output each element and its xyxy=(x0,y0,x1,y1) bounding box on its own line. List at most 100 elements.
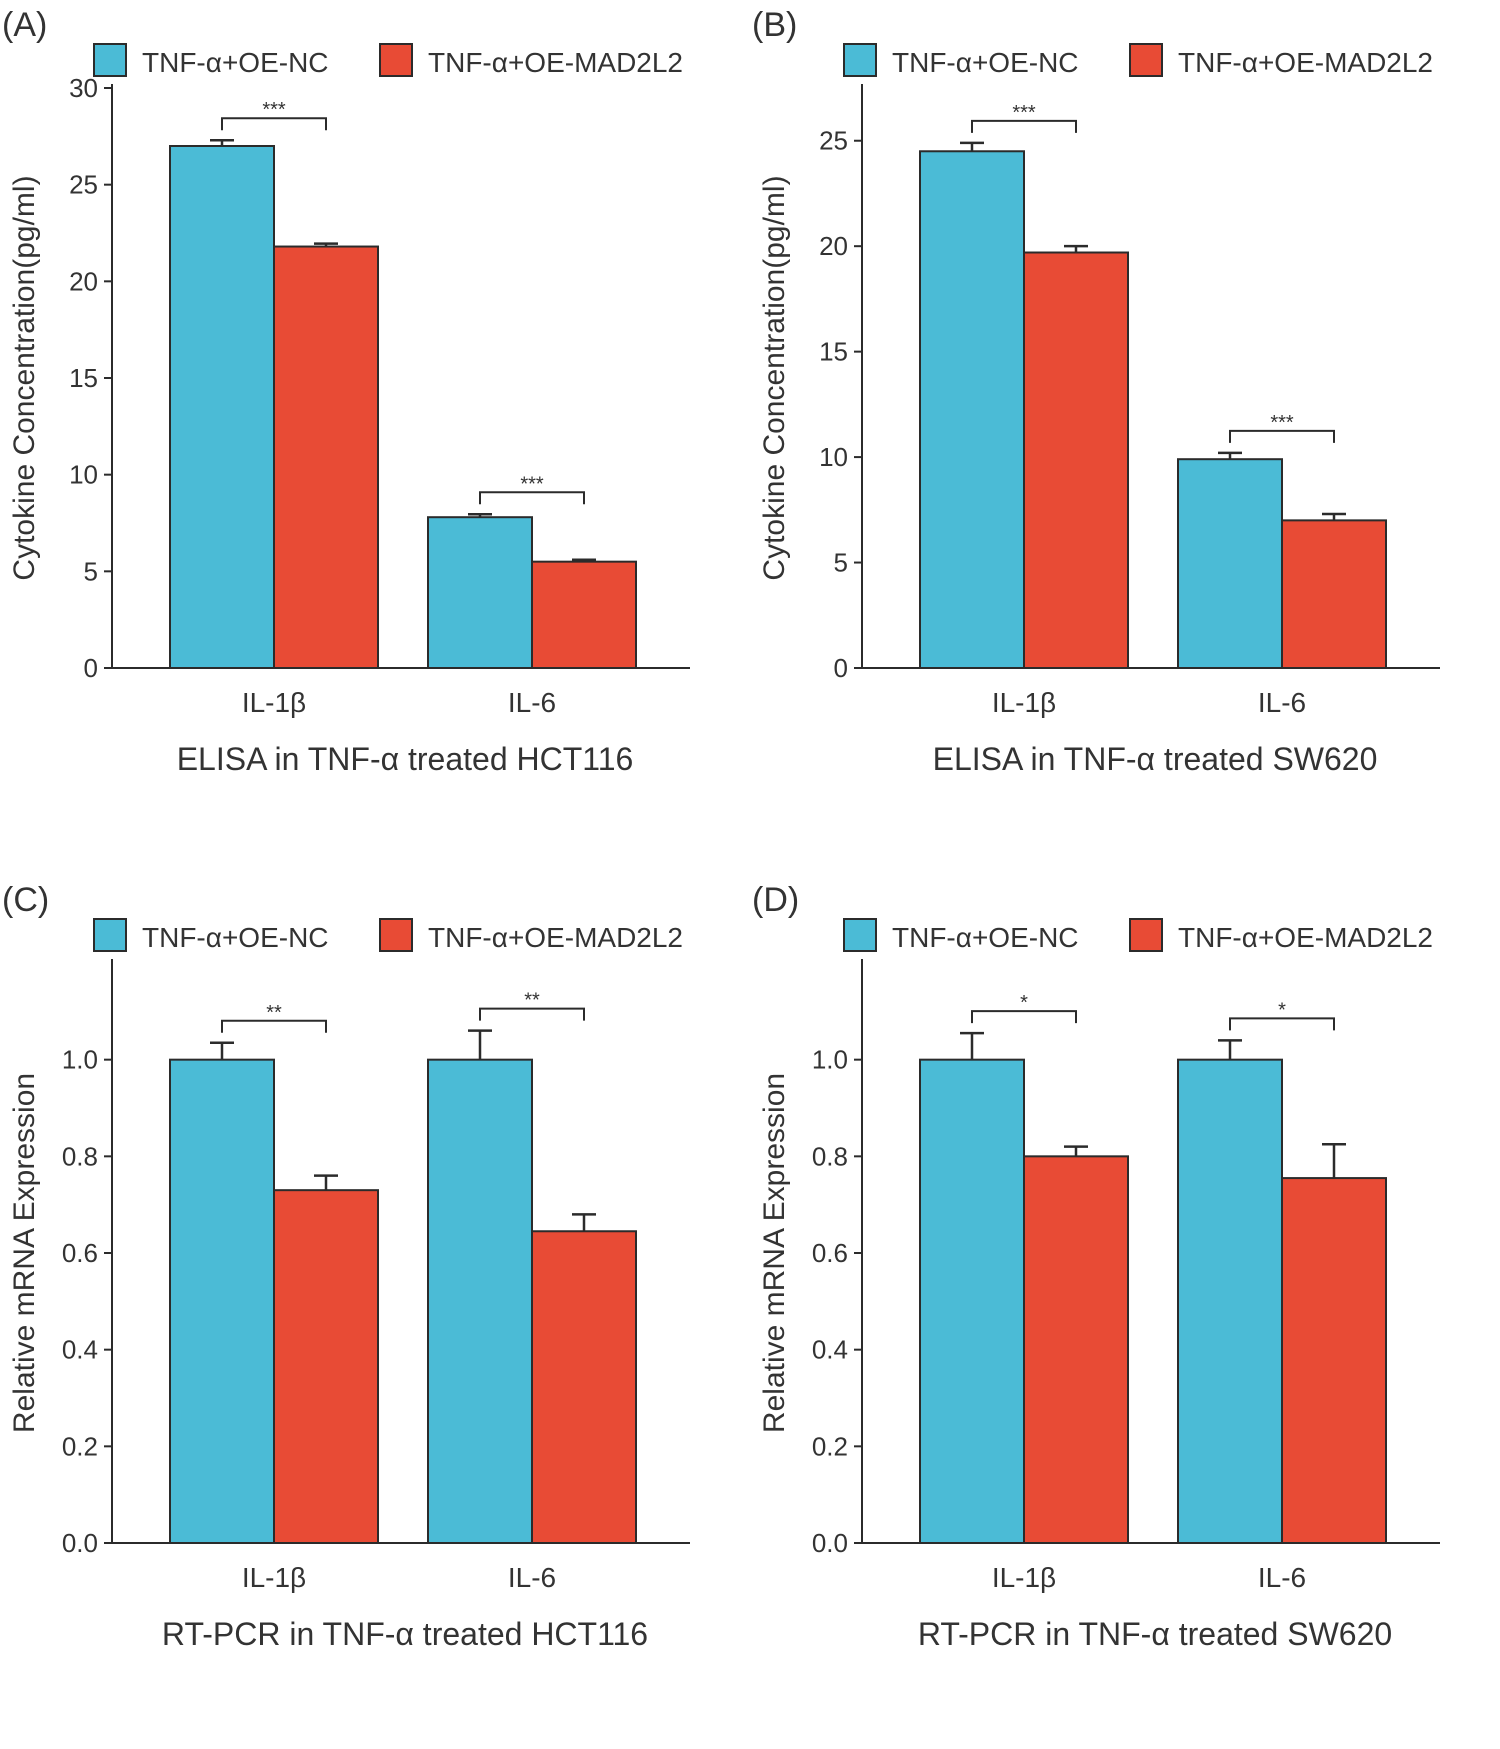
y-tick-label: 5 xyxy=(84,556,98,586)
y-tick-label: 0.8 xyxy=(62,1141,98,1171)
y-tick-label: 20 xyxy=(69,266,98,296)
significance-label-il-1b: *** xyxy=(262,99,286,121)
y-tick-label: 0 xyxy=(84,653,98,683)
y-tick-label: 30 xyxy=(69,73,98,103)
y-tick-label: 15 xyxy=(819,337,848,367)
y-tick-label: 0.2 xyxy=(812,1431,848,1461)
bar-il-1b-nc xyxy=(169,145,275,669)
significance-label-il-6: *** xyxy=(1270,412,1294,434)
y-tick-label: 0.0 xyxy=(812,1528,848,1558)
bar-il-6-mad2l2 xyxy=(1281,519,1387,670)
x-category-label-il-6: IL-6 xyxy=(1258,687,1306,718)
y-tick-label: 10 xyxy=(69,460,98,490)
legend-label-nc: TNF-α+OE-NC xyxy=(892,922,1079,953)
x-category-label-il-6: IL-6 xyxy=(508,1562,556,1593)
bar-il-1b-nc xyxy=(919,150,1025,670)
panel-label: (A) xyxy=(2,6,47,44)
legend-label-mad2l2: TNF-α+OE-MAD2L2 xyxy=(1178,922,1433,953)
chart-title: RT-PCR in TNF-α treated SW620 xyxy=(918,1616,1392,1652)
legend-swatch-mad2l2 xyxy=(379,43,413,77)
bar-il-1b-nc xyxy=(919,1058,1025,1545)
y-tick-label: 0.6 xyxy=(62,1238,98,1268)
significance-bracket-il-6 xyxy=(479,1007,585,1021)
chart-title: RT-PCR in TNF-α treated HCT116 xyxy=(162,1616,648,1652)
significance-label-il-1b: * xyxy=(1020,992,1028,1014)
legend-swatch-nc xyxy=(843,918,877,952)
legend-swatch-nc xyxy=(93,918,127,952)
y-tick-label: 0.0 xyxy=(62,1528,98,1558)
y-tick-label: 5 xyxy=(834,548,848,578)
x-category-label-il-6: IL-6 xyxy=(1258,1562,1306,1593)
significance-bracket-il-6 xyxy=(1229,429,1335,443)
legend-swatch-nc xyxy=(93,43,127,77)
y-tick-label: 0.6 xyxy=(812,1238,848,1268)
significance-bracket-il-6 xyxy=(1229,1017,1335,1031)
bar-il-6-mad2l2 xyxy=(1281,1177,1387,1544)
significance-bracket-il-1b xyxy=(221,117,327,131)
x-category-label-il-1b: IL-1β xyxy=(992,687,1056,718)
bar-il-6-mad2l2 xyxy=(531,560,637,670)
x-category-label-il-1b: IL-1β xyxy=(242,687,306,718)
y-axis-label: Relative mRNA Expression xyxy=(758,1073,791,1433)
significance-label-il-6: ** xyxy=(524,990,540,1012)
y-tick-label: 1.0 xyxy=(812,1045,848,1075)
y-tick-label: 0.8 xyxy=(812,1141,848,1171)
bar-il-6-nc xyxy=(427,1058,533,1545)
chart-svg: (C) TNF-α+OE-NC TNF-α+OE-MAD2L2 0.0 0.2 0.4 0.… xyxy=(2,881,690,1652)
x-category-label-il-1b: IL-1β xyxy=(992,1562,1056,1593)
y-tick-label: 10 xyxy=(819,442,848,472)
legend-swatch-mad2l2 xyxy=(1129,918,1163,952)
y-tick-label: 15 xyxy=(69,363,98,393)
panel-label: (D) xyxy=(752,881,799,919)
significance-label-il-1b: *** xyxy=(1012,102,1036,124)
panel-label: (B) xyxy=(752,6,797,44)
chart-title: ELISA in TNF-α treated SW620 xyxy=(933,741,1378,777)
y-tick-label: 1.0 xyxy=(62,1045,98,1075)
chart-panel-b: (B) TNF-α+OE-NC TNF-α+OE-MAD2L2 0 5 10 15 20 25 C… xyxy=(750,0,1500,874)
legend-label-mad2l2: TNF-α+OE-MAD2L2 xyxy=(428,47,683,78)
bar-il-6-nc xyxy=(427,516,533,670)
bar-il-6-nc xyxy=(1177,1058,1283,1545)
bar-il-6-nc xyxy=(1177,458,1283,670)
legend-label-nc: TNF-α+OE-NC xyxy=(892,47,1079,78)
y-tick-label: 0.4 xyxy=(62,1335,98,1365)
chart-svg: (D) TNF-α+OE-NC TNF-α+OE-MAD2L2 0.0 0.2 0.4 0.… xyxy=(752,881,1440,1652)
bar-il-1b-nc xyxy=(169,1058,275,1545)
legend-label-mad2l2: TNF-α+OE-MAD2L2 xyxy=(428,922,683,953)
y-tick-label: 25 xyxy=(69,170,98,200)
bar-il-1b-mad2l2 xyxy=(1023,1155,1129,1544)
significance-label-il-6: * xyxy=(1278,999,1286,1021)
legend-label-nc: TNF-α+OE-NC xyxy=(142,47,329,78)
y-tick-label: 0 xyxy=(834,653,848,683)
panel-label: (C) xyxy=(2,881,49,919)
y-axis-label: Relative mRNA Expression xyxy=(8,1073,41,1433)
chart-svg: (A) TNF-α+OE-NC TNF-α+OE-MAD2L2 0 5 10 15 20 25 3… xyxy=(2,6,690,777)
significance-bracket-il-6 xyxy=(479,491,585,505)
y-axis-label: Cytokine Concentration(pg/ml) xyxy=(8,175,41,580)
legend-swatch-mad2l2 xyxy=(1129,43,1163,77)
y-axis-label: Cytokine Concentration(pg/ml) xyxy=(758,175,791,580)
y-tick-label: 25 xyxy=(819,126,848,156)
bar-il-1b-mad2l2 xyxy=(1023,251,1129,669)
significance-label-il-6: *** xyxy=(520,473,544,495)
significance-bracket-il-1b xyxy=(221,1019,327,1033)
chart-panel-c: (C) TNF-α+OE-NC TNF-α+OE-MAD2L2 0.0 0.2 0.4 0.… xyxy=(0,875,750,1749)
bar-il-1b-mad2l2 xyxy=(273,245,379,670)
legend-label-mad2l2: TNF-α+OE-MAD2L2 xyxy=(1178,47,1433,78)
bar-il-1b-mad2l2 xyxy=(273,1189,379,1544)
significance-bracket-il-1b xyxy=(971,119,1077,133)
bar-il-6-mad2l2 xyxy=(531,1230,637,1544)
chart-panel-d: (D) TNF-α+OE-NC TNF-α+OE-MAD2L2 0.0 0.2 0.4 0.… xyxy=(750,875,1500,1749)
legend-swatch-mad2l2 xyxy=(379,918,413,952)
significance-bracket-il-1b xyxy=(971,1010,1077,1024)
legend-label-nc: TNF-α+OE-NC xyxy=(142,922,329,953)
x-category-label-il-1b: IL-1β xyxy=(242,1562,306,1593)
y-tick-label: 0.2 xyxy=(62,1431,98,1461)
x-category-label-il-6: IL-6 xyxy=(508,687,556,718)
y-tick-label: 20 xyxy=(819,231,848,261)
chart-svg: (B) TNF-α+OE-NC TNF-α+OE-MAD2L2 0 5 10 15 20 25 C… xyxy=(752,6,1440,777)
chart-title: ELISA in TNF-α treated HCT116 xyxy=(177,741,634,777)
chart-panel-a: (A) TNF-α+OE-NC TNF-α+OE-MAD2L2 0 5 10 15 20 25 3… xyxy=(0,0,750,874)
significance-label-il-1b: ** xyxy=(266,1002,282,1024)
y-tick-label: 0.4 xyxy=(812,1335,848,1365)
